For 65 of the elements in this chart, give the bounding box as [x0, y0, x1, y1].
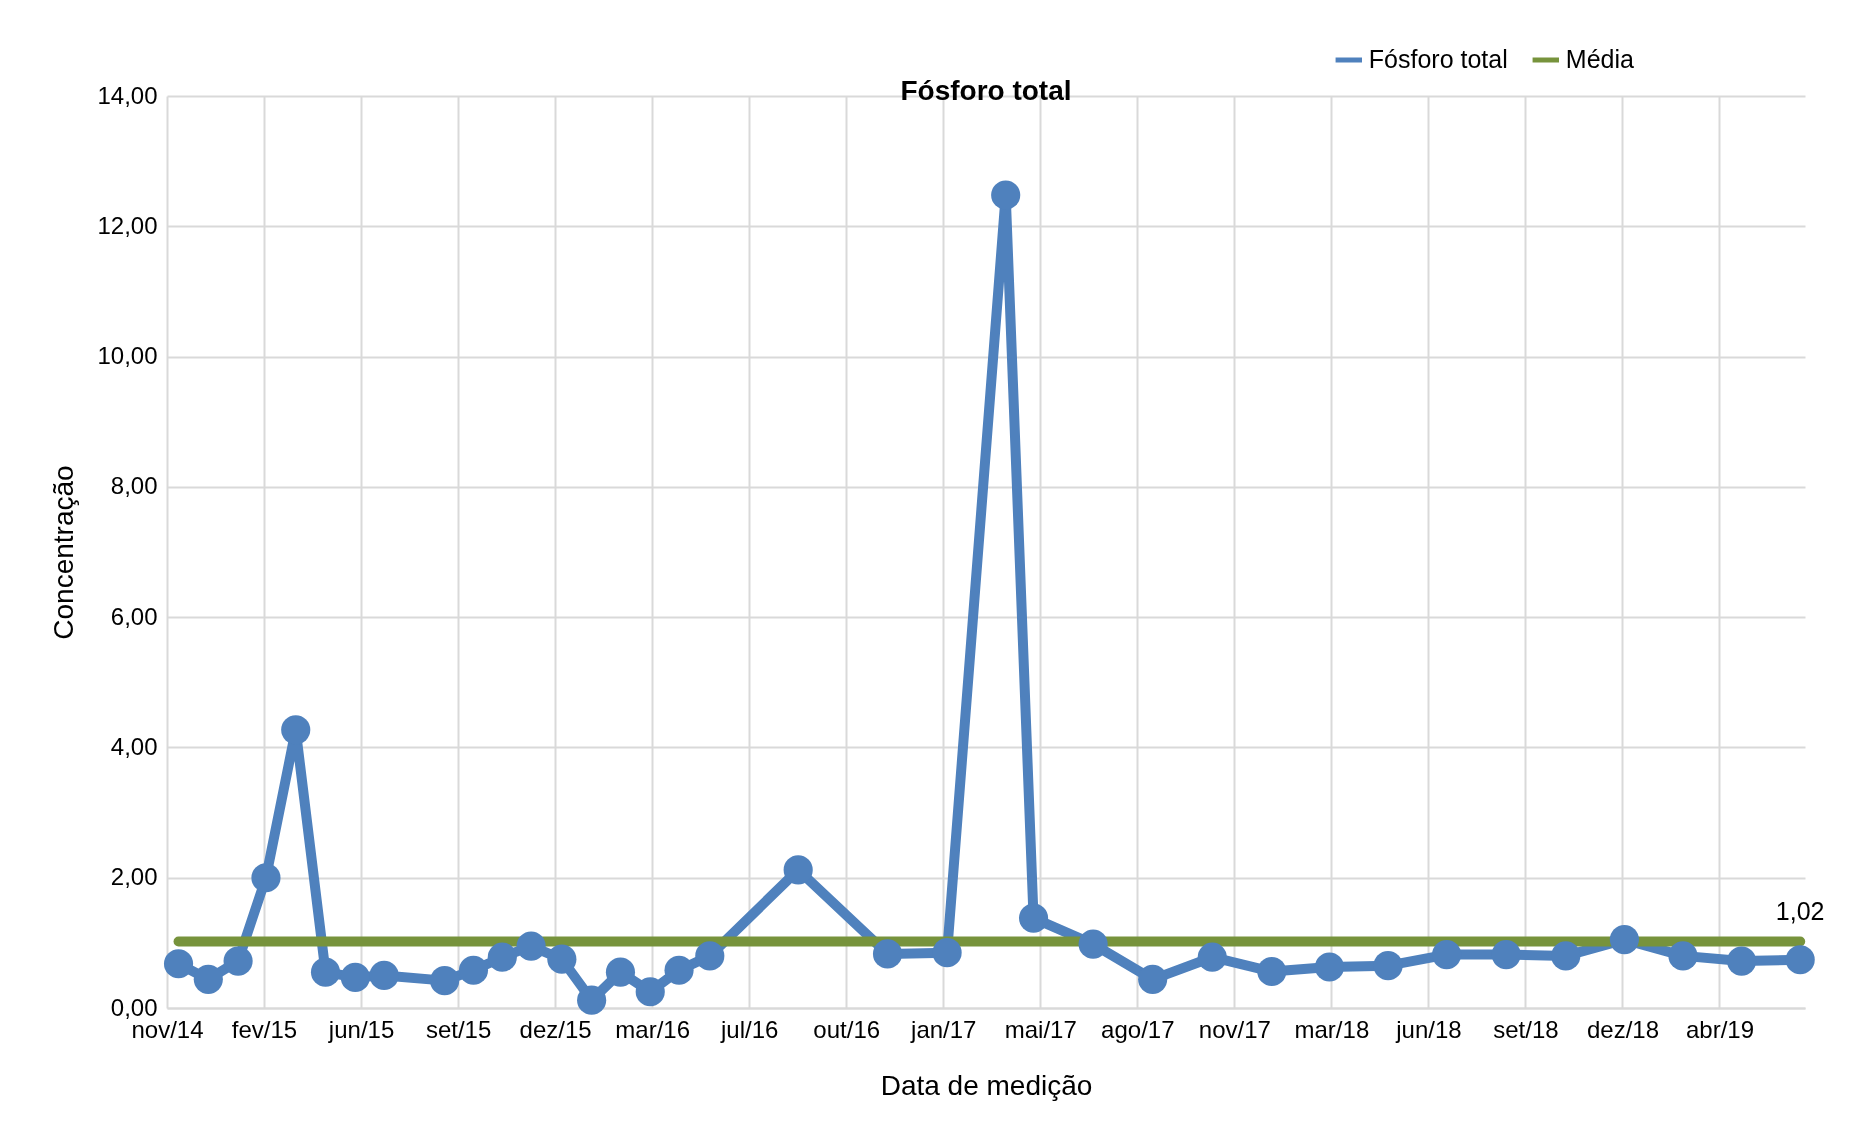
- x-tick-label: set/18: [1493, 1015, 1559, 1043]
- point: [193, 964, 223, 994]
- point: [664, 955, 694, 985]
- point: [281, 715, 311, 745]
- x-tick-label: dez/15: [519, 1015, 592, 1043]
- y-tick-label: 10,00: [97, 342, 158, 370]
- point: [1197, 942, 1227, 972]
- point: [1138, 964, 1168, 994]
- point: [1432, 940, 1462, 970]
- y-tick-label: 2,00: [110, 863, 158, 891]
- data-label: 1,02: [1775, 896, 1825, 925]
- point: [1018, 903, 1049, 933]
- point: [1314, 952, 1345, 982]
- y-tick-label: 4,00: [110, 732, 158, 760]
- x-tick-label: mar/16: [615, 1015, 691, 1043]
- x-tick-label: mai/17: [1004, 1015, 1077, 1043]
- x-tick-label: nov/17: [1198, 1015, 1271, 1043]
- point: [932, 938, 962, 968]
- point: [1727, 946, 1757, 976]
- x-tick-label: out/16: [813, 1015, 881, 1043]
- x-tick-label: mar/18: [1294, 1015, 1370, 1043]
- point: [1078, 929, 1108, 959]
- point: [1491, 940, 1521, 970]
- point: [1609, 925, 1639, 955]
- point: [547, 944, 577, 974]
- y-tick-label: 6,00: [110, 602, 158, 630]
- point: [430, 966, 460, 996]
- point: [991, 180, 1021, 210]
- point: [1373, 951, 1403, 981]
- point: [1668, 941, 1698, 971]
- point: [369, 960, 399, 990]
- y-tick-label: 12,00: [97, 211, 158, 239]
- x-tick-label: fev/15: [231, 1015, 298, 1043]
- x-tick-label: set/15: [425, 1015, 492, 1043]
- x-tick-label: dez/18: [1586, 1015, 1659, 1043]
- y-axis-title: Concentração: [48, 465, 80, 640]
- point: [487, 942, 517, 972]
- x-tick-label: jan/17: [910, 1015, 977, 1043]
- y-tick-label: 14,00: [97, 81, 158, 109]
- point: [458, 955, 489, 985]
- legend-label: Média: [1565, 45, 1634, 73]
- point: [1257, 956, 1287, 987]
- point: [251, 863, 281, 893]
- point: [635, 977, 665, 1007]
- point: [577, 985, 607, 1015]
- legend-label: Fósforo total: [1368, 45, 1508, 73]
- point: [783, 855, 813, 885]
- point: [1785, 945, 1815, 975]
- x-tick-label: jun/18: [1395, 1015, 1462, 1043]
- point: [605, 957, 636, 987]
- point: [516, 931, 546, 961]
- chart-title: Fósforo total: [900, 75, 1072, 106]
- x-tick-label: abr/19: [1685, 1015, 1755, 1043]
- x-tick-label: jul/16: [720, 1015, 779, 1043]
- point: [1551, 941, 1581, 971]
- x-tick-label: ago/17: [1101, 1015, 1175, 1043]
- y-tick-label: 8,00: [110, 472, 158, 500]
- x-tick-label: jun/15: [327, 1015, 395, 1043]
- x-axis-title: Data de medição: [880, 1069, 1093, 1101]
- point: [223, 946, 253, 976]
- point: [163, 949, 194, 979]
- point: [872, 939, 903, 969]
- point: [340, 962, 370, 992]
- point: [310, 957, 341, 987]
- point: [695, 941, 725, 971]
